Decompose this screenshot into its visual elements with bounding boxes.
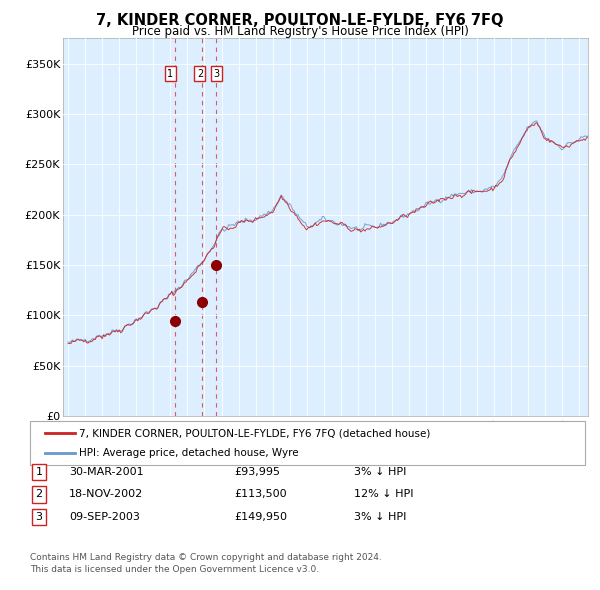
Text: 3% ↓ HPI: 3% ↓ HPI — [354, 467, 406, 477]
Text: 18-NOV-2002: 18-NOV-2002 — [69, 490, 143, 499]
Text: 3: 3 — [35, 512, 43, 522]
Text: 2: 2 — [197, 68, 203, 78]
Text: HPI: Average price, detached house, Wyre: HPI: Average price, detached house, Wyre — [79, 448, 299, 457]
Text: £149,950: £149,950 — [234, 512, 287, 522]
Text: This data is licensed under the Open Government Licence v3.0.: This data is licensed under the Open Gov… — [30, 565, 319, 573]
Text: 3% ↓ HPI: 3% ↓ HPI — [354, 512, 406, 522]
Text: 1: 1 — [35, 467, 43, 477]
Text: 7, KINDER CORNER, POULTON-LE-FYLDE, FY6 7FQ: 7, KINDER CORNER, POULTON-LE-FYLDE, FY6 … — [96, 13, 504, 28]
Text: Price paid vs. HM Land Registry's House Price Index (HPI): Price paid vs. HM Land Registry's House … — [131, 25, 469, 38]
Text: 1: 1 — [167, 68, 173, 78]
Text: 30-MAR-2001: 30-MAR-2001 — [69, 467, 143, 477]
Text: £93,995: £93,995 — [234, 467, 280, 477]
Text: Contains HM Land Registry data © Crown copyright and database right 2024.: Contains HM Land Registry data © Crown c… — [30, 553, 382, 562]
Text: 09-SEP-2003: 09-SEP-2003 — [69, 512, 140, 522]
Text: 12% ↓ HPI: 12% ↓ HPI — [354, 490, 413, 499]
Text: 7, KINDER CORNER, POULTON-LE-FYLDE, FY6 7FQ (detached house): 7, KINDER CORNER, POULTON-LE-FYLDE, FY6 … — [79, 428, 431, 438]
Text: £113,500: £113,500 — [234, 490, 287, 499]
Text: 3: 3 — [213, 68, 220, 78]
Text: 2: 2 — [35, 490, 43, 499]
